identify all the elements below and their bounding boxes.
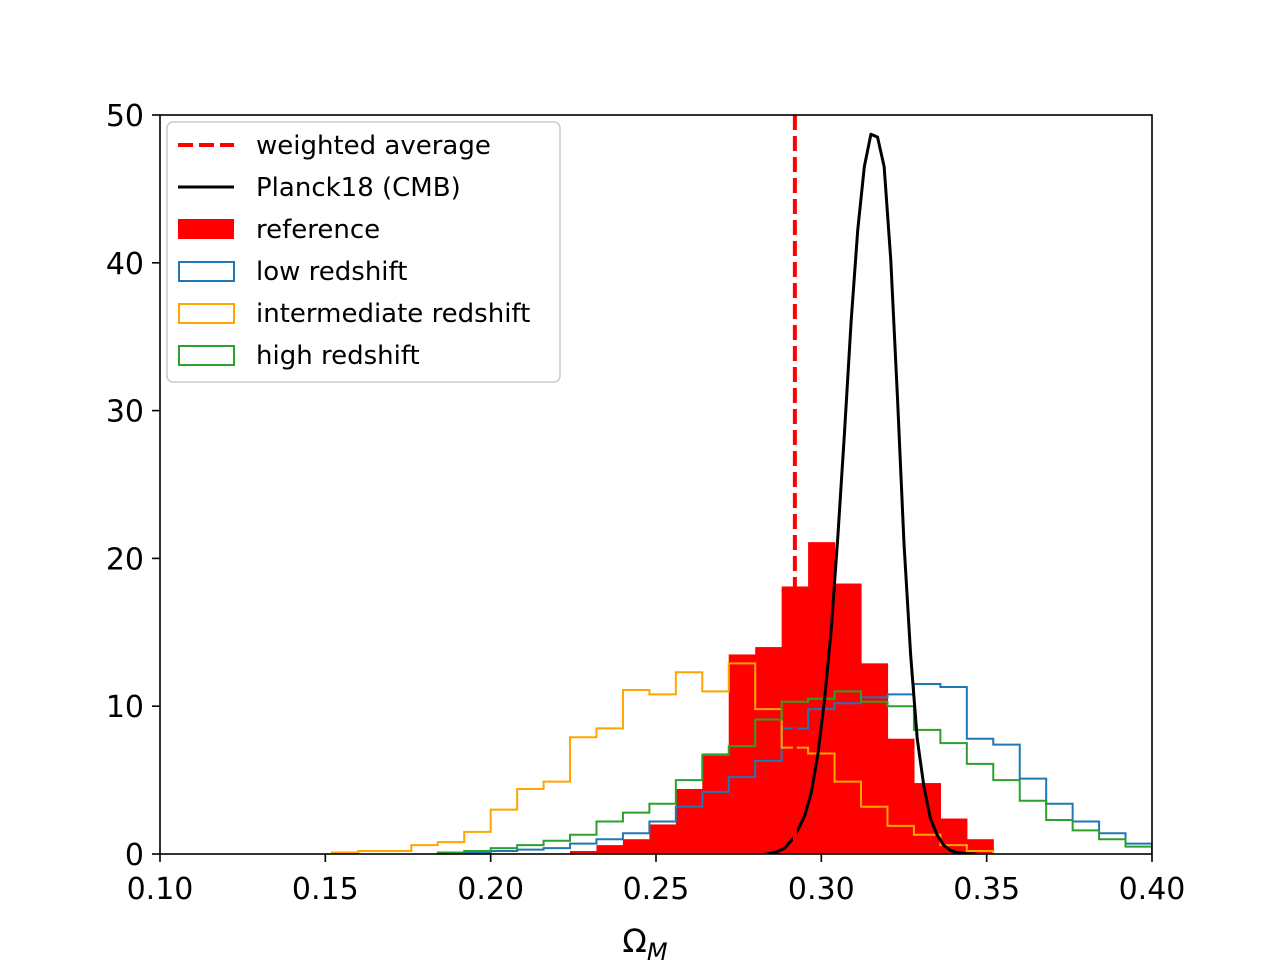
x-tick-label: 0.40 <box>1119 872 1186 907</box>
legend-label: high redshift <box>256 341 420 371</box>
x-tick-label: 0.25 <box>623 872 690 907</box>
reference-bar <box>570 851 598 854</box>
legend-label: intermediate redshift <box>256 299 530 329</box>
x-axis-label: ΩM <box>622 922 667 960</box>
y-tick-label: 10 <box>106 690 144 725</box>
legend-label: low redshift <box>256 257 407 287</box>
reference-histogram <box>570 542 994 854</box>
reference-bar <box>755 647 783 854</box>
legend-item: Planck18 (CMB) <box>178 173 461 203</box>
legend: weighted average Planck18 (CMB) reference l… <box>166 121 561 383</box>
legend-item: high redshift <box>178 341 420 371</box>
y-tick-label: 20 <box>106 542 144 577</box>
legend-label: reference <box>256 215 380 245</box>
data-layer <box>330 115 1152 854</box>
reference-bar <box>728 654 756 854</box>
reference-bar <box>702 753 730 854</box>
x-tick-label: 0.30 <box>788 872 855 907</box>
legend-box <box>166 121 561 383</box>
legend-swatch-filled <box>178 219 234 239</box>
x-axis-label-subscript: M <box>647 938 668 960</box>
x-tick-label: 0.15 <box>292 872 359 907</box>
legend-label: Planck18 (CMB) <box>256 173 461 203</box>
high-redshift-histogram-line <box>436 690 1152 854</box>
x-axis-label-symbol: Ω <box>622 922 646 960</box>
reference-bar <box>649 824 677 854</box>
reference-bar <box>622 839 650 854</box>
x-tick-label: 0.10 <box>127 872 194 907</box>
y-tick-label: 0 <box>125 838 144 873</box>
reference-bar <box>913 783 941 854</box>
plot-area <box>159 114 1153 855</box>
x-axis-ticks: 0.10 0.15 0.20 0.25 0.30 0.35 0.40 <box>127 854 1186 907</box>
y-tick-label: 40 <box>106 247 144 282</box>
legend-swatch-open <box>178 261 235 282</box>
legend-item: reference <box>178 215 380 245</box>
legend-swatch-open <box>178 345 235 366</box>
reference-bar <box>940 818 968 854</box>
x-tick-label: 0.35 <box>953 872 1020 907</box>
y-axis-ticks: 0 10 20 30 40 50 <box>106 99 160 873</box>
x-tick-label: 0.20 <box>457 872 524 907</box>
reference-bar <box>675 788 703 854</box>
y-tick-label: 30 <box>106 395 144 430</box>
legend-swatch-open <box>178 303 235 324</box>
reference-bar <box>887 738 915 854</box>
intermediate-redshift-histogram-line <box>330 662 995 854</box>
legend-label: weighted average <box>256 131 491 161</box>
legend-item: weighted average <box>178 131 491 161</box>
legend-item: intermediate redshift <box>178 299 530 329</box>
y-tick-label: 50 <box>106 99 144 134</box>
planck18-cmb-curve <box>764 132 977 854</box>
low-redshift-histogram-line <box>463 683 1152 854</box>
reference-bar <box>596 845 624 854</box>
legend-item: low redshift <box>178 257 407 287</box>
reference-bar <box>861 663 889 854</box>
reference-bar <box>834 583 862 854</box>
